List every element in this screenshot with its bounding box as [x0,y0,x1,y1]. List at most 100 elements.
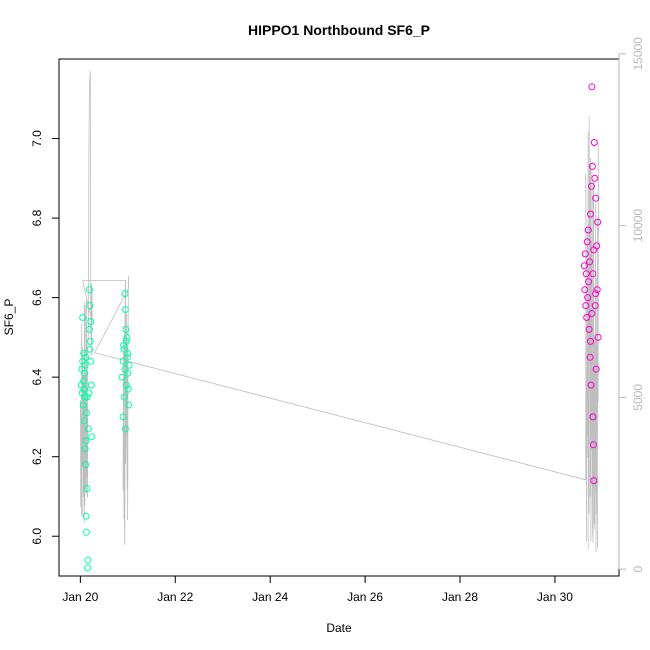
data-point [87,357,95,365]
data-point [586,353,594,361]
data-point [580,262,588,270]
x-tick-label: Jan 24 [252,590,288,604]
data-point [122,325,130,333]
data-point [80,349,88,357]
data-point [583,314,591,321]
data-point [78,389,86,397]
data-point [583,238,591,246]
data-point [120,341,127,349]
y-axis-label: SF6_P [2,299,16,336]
data-point [589,441,597,449]
data-point [587,381,595,389]
data-point [121,425,129,433]
data-point [82,437,90,445]
data-point [121,290,129,298]
y-tick-label: 7.0 [30,130,44,147]
y2-tick-label: 5000 [631,384,645,411]
data-point [588,162,596,170]
data-point [120,345,128,353]
plot-frame [58,58,620,577]
data-point [594,218,602,226]
data-point [594,333,602,341]
data-point [587,210,594,218]
data-point [124,349,132,357]
data-points [77,83,602,572]
data-point [82,353,90,361]
data-point [88,433,96,441]
data-point [84,556,92,564]
axes: Jan 20 Jan 22 Jan 24 Jan 26 Jan 28 Jan 30 6.0 6… [30,37,645,604]
x-tick-label: Jan 28 [442,590,478,604]
data-point [122,381,130,389]
data-point [581,250,589,258]
data-point [119,357,127,365]
data-point [589,270,597,278]
data-point [118,373,126,381]
data-point [84,564,91,572]
data-point [87,318,95,325]
data-point [121,393,128,401]
y2-tick-label: 10000 [631,209,645,243]
data-point [590,246,598,254]
data-point [85,286,93,294]
x-tick-label: Jan 22 [157,590,193,604]
y-tick-label: 6.8 [30,209,44,226]
data-point [123,353,131,361]
data-point [588,182,595,190]
data-point [588,310,596,317]
data-point [121,306,129,313]
data-point [587,337,594,345]
data-point [85,389,93,397]
data-point [82,512,90,520]
data-point [586,258,594,266]
data-point [87,381,95,389]
data-point [83,528,90,536]
data-point [83,393,91,401]
data-point [83,409,90,417]
data-point [80,417,88,425]
data-point [81,369,89,377]
data-point [585,278,593,286]
data-point [582,270,590,278]
data-point [81,393,89,401]
data-point [80,377,88,385]
data-point [79,314,87,321]
data-point [125,361,133,369]
data-point [123,333,131,341]
data-point [592,194,600,202]
data-point [86,345,94,353]
data-point [581,286,589,294]
data-point [592,290,600,298]
data-point [84,425,92,433]
data-point [591,174,599,182]
chart-title: HIPPO1 Northbound SF6_P [248,22,430,38]
data-point [593,286,601,294]
data-point [124,385,132,393]
data-point [80,385,88,393]
data-point [584,294,592,302]
y-tick-label: 6.6 [30,289,44,306]
x-axis-label: Date [326,621,352,635]
x-tick-label: Jan 20 [62,590,98,604]
data-point [81,445,89,453]
data-point [591,302,599,310]
data-point [86,302,94,310]
y2-tick-label: 15000 [631,37,645,71]
y-tick-label: 6.0 [30,528,44,545]
data-point [590,477,598,485]
data-point [582,302,590,310]
data-point [79,401,87,409]
y2-tick-label: 0 [631,565,645,572]
y-tick-label: 6.2 [30,448,44,465]
data-point [81,361,89,369]
data-point [584,226,592,234]
data-point [585,325,593,333]
data-point [125,401,133,409]
altitude-line [80,70,599,552]
data-point [121,365,129,373]
altitude-trace [80,70,599,552]
data-point [83,485,91,492]
data-point [119,413,127,421]
data-point [86,337,94,345]
